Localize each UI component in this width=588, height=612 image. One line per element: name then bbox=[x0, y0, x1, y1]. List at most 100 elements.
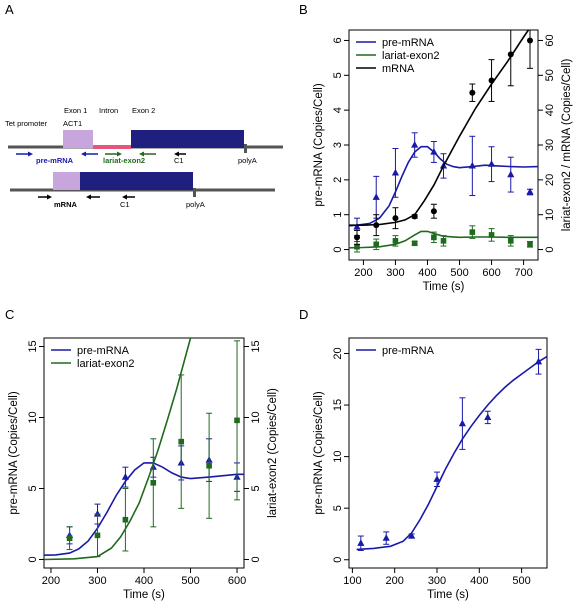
y-tick-label: 10 bbox=[332, 450, 344, 462]
data-point-lariat-exon2 bbox=[469, 225, 476, 239]
data-point-pre-mrna bbox=[484, 410, 492, 425]
chart-b-plot-area bbox=[349, 30, 538, 253]
circle-marker bbox=[469, 89, 476, 96]
legend-label: mRNA bbox=[382, 63, 415, 75]
chart-c-y-axis-label-right: lariat-exon2 (Copies/Cell) bbox=[267, 388, 279, 518]
triangle-marker bbox=[408, 532, 416, 539]
chart-d: 100 200 300 400 500 Time (s) 0 5 10 15 20 pre-mRNA … bbox=[313, 337, 548, 601]
y-tick-label-right: 50 bbox=[544, 69, 556, 81]
y-tick-label-right: 10 bbox=[544, 209, 556, 221]
triangle-marker bbox=[433, 475, 441, 482]
data-point-pre-mrna bbox=[391, 147, 400, 198]
circle-marker bbox=[488, 77, 495, 84]
triangle-marker bbox=[458, 419, 466, 427]
x-tick-label: 200 bbox=[354, 267, 372, 279]
construct-unspliced: Tet promoter Exon 1 ACT1 Intron Exon 2 p… bbox=[5, 106, 283, 165]
x-tick-label: 400 bbox=[470, 575, 488, 587]
panel-d-letter: D bbox=[299, 307, 308, 322]
data-point-pre-mrna bbox=[408, 532, 416, 539]
x-tick-label: 300 bbox=[428, 575, 446, 587]
series-line-lariat-exon2 bbox=[349, 230, 538, 249]
data-point-pre-mrna bbox=[430, 141, 438, 163]
chart-c-y-axis-left: 0 5 10 15 bbox=[27, 340, 44, 563]
data-point-lariat-exon2 bbox=[411, 240, 418, 247]
x-tick-label: 200 bbox=[386, 575, 404, 587]
triangle-marker bbox=[93, 510, 102, 517]
data-point-pre-mrna bbox=[433, 471, 441, 488]
panel-a: A Tet promoter Exon 1 ACT1 Intron Exon 2… bbox=[5, 2, 283, 209]
exon2-box bbox=[131, 130, 244, 148]
x-tick-label: 700 bbox=[514, 267, 532, 279]
y-tick-label-right: 15 bbox=[250, 340, 262, 352]
data-point-pre-mrna bbox=[468, 135, 476, 197]
y-tick-label: 2 bbox=[332, 177, 344, 183]
data-point-pre-mrna bbox=[382, 531, 390, 545]
circle-marker bbox=[430, 208, 437, 215]
premrna-primer-label: pre-mRNA bbox=[36, 156, 74, 165]
spliced-exon2-box bbox=[80, 172, 193, 190]
chart-b-y-axis-label-right: lariat-exon2 / mRNA (Copies/Cell) bbox=[561, 59, 573, 232]
square-marker bbox=[373, 241, 380, 248]
spliced-c1-label: C1 bbox=[120, 200, 130, 209]
circle-marker bbox=[507, 51, 514, 58]
x-tick-label: 300 bbox=[386, 267, 404, 279]
circle-marker bbox=[373, 222, 380, 229]
y-tick-label: 10 bbox=[27, 411, 39, 423]
exon2-label: Exon 2 bbox=[132, 106, 155, 115]
panel-a-letter: A bbox=[5, 2, 14, 17]
data-point-lariat-exon2 bbox=[122, 487, 129, 552]
y-tick-label-right: 60 bbox=[544, 34, 556, 46]
triangle-marker bbox=[507, 170, 515, 178]
x-tick-label: 500 bbox=[450, 267, 468, 279]
triangle-marker bbox=[487, 160, 496, 167]
intron-segment bbox=[93, 145, 131, 149]
spliced-exon1-box bbox=[53, 172, 80, 190]
legend-label: pre-mRNA bbox=[382, 345, 435, 357]
data-point-lariat-exon2 bbox=[392, 235, 399, 247]
chart-c-y-axis-right: 0 5 10 15 bbox=[244, 340, 262, 563]
data-point-lariat-exon2 bbox=[150, 438, 157, 528]
chart-c-y-axis-label-left: pre-mRNA (Copies/Cell) bbox=[8, 391, 20, 515]
x-tick-label: 500 bbox=[512, 575, 530, 587]
square-marker bbox=[392, 238, 399, 244]
triangle-marker bbox=[411, 141, 419, 148]
y-tick-label: 20 bbox=[332, 347, 344, 359]
y-tick-label: 15 bbox=[27, 340, 39, 352]
data-point-lariat-exon2 bbox=[94, 513, 101, 558]
data-point-pre-mrna bbox=[458, 397, 466, 450]
square-marker bbox=[440, 238, 447, 244]
x-tick-label: 100 bbox=[343, 575, 361, 587]
triangle-marker bbox=[468, 161, 476, 169]
y-tick-label: 5 bbox=[27, 485, 39, 491]
panel-c: C 200 300 400 500 600 Time (s) 0 5 10 15 pre-mRNA … bbox=[5, 307, 279, 601]
y-tick-label: 0 bbox=[332, 557, 344, 563]
data-point-pre-mrna bbox=[507, 156, 515, 193]
data-point-lariat-exon2 bbox=[66, 526, 73, 551]
y-tick-label-right: 0 bbox=[250, 556, 262, 562]
lariat-forward-arrow bbox=[105, 151, 122, 157]
square-marker bbox=[178, 438, 185, 445]
triangle-marker bbox=[121, 473, 129, 480]
y-tick-label-right: 10 bbox=[250, 411, 262, 423]
chart-d-x-axis-label: Time (s) bbox=[427, 589, 469, 601]
chart-b-x-axis-label: Time (s) bbox=[423, 281, 465, 293]
square-marker bbox=[507, 238, 514, 244]
data-point-lariat-exon2 bbox=[373, 238, 380, 251]
x-tick-label: 200 bbox=[42, 575, 60, 587]
x-tick-label: 400 bbox=[418, 267, 436, 279]
square-marker bbox=[431, 234, 437, 241]
y-tick-label-right: 30 bbox=[544, 139, 556, 151]
series-line-pre-mrna bbox=[44, 462, 244, 556]
circle-marker bbox=[526, 37, 533, 44]
data-point-lariat-exon2 bbox=[206, 412, 213, 519]
x-tick-label: 500 bbox=[181, 575, 199, 587]
data-point-mrna bbox=[392, 207, 399, 230]
premrna-reverse-arrow bbox=[81, 151, 98, 157]
triangle-marker bbox=[534, 357, 543, 365]
exon1-sublabel: ACT1 bbox=[63, 119, 82, 128]
lariat-primer-label: lariat-exon2 bbox=[103, 156, 145, 165]
triangle-marker bbox=[357, 539, 365, 546]
